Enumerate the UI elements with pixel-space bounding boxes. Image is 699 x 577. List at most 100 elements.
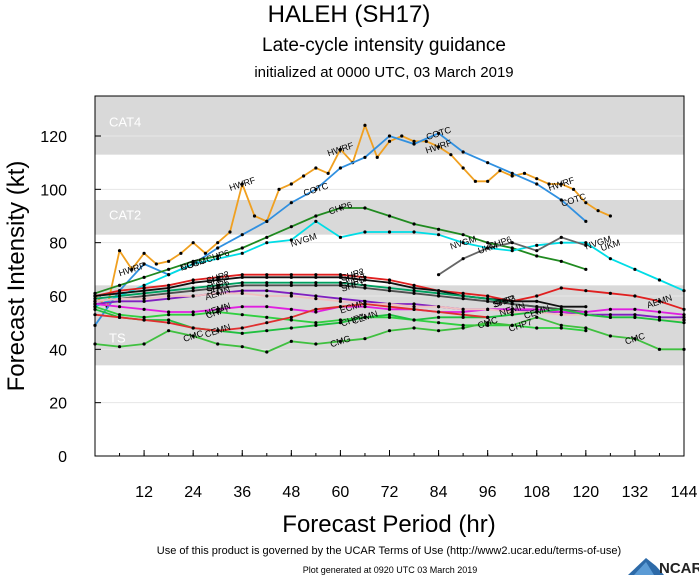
init-time: initialized at 0000 UTC, 03 March 2019: [254, 64, 513, 81]
data-point: [535, 326, 539, 330]
data-point: [510, 246, 514, 250]
data-point: [412, 139, 416, 143]
data-point: [117, 297, 122, 301]
band-label-cat2: CAT2: [109, 208, 141, 223]
data-point: [584, 310, 588, 314]
data-point: [412, 230, 416, 234]
data-point: [510, 323, 514, 327]
plot-background: [95, 96, 684, 456]
data-point: [547, 182, 551, 186]
data-point: [535, 315, 539, 319]
data-point: [559, 307, 563, 311]
y-tick-label: 100: [40, 182, 67, 199]
data-point: [142, 294, 146, 298]
data-point: [412, 326, 416, 330]
data-point: [265, 321, 269, 325]
data-point: [240, 182, 244, 186]
data-point: [486, 241, 490, 245]
data-point: [387, 139, 392, 143]
data-point: [633, 313, 637, 317]
data-point: [633, 315, 637, 319]
data-point: [216, 278, 220, 282]
data-point: [289, 294, 293, 298]
data-point: [363, 275, 367, 279]
terms-of-use: Use of this product is governed by the U…: [157, 545, 621, 557]
data-point: [216, 291, 220, 295]
x-tick-label: 132: [622, 484, 649, 501]
data-point: [265, 289, 269, 293]
data-point: [486, 299, 490, 303]
data-point: [461, 310, 465, 314]
data-point: [314, 294, 318, 298]
data-point: [436, 305, 441, 309]
data-point: [240, 291, 244, 295]
data-point: [375, 155, 379, 159]
data-point: [510, 174, 514, 178]
data-point: [584, 219, 588, 223]
data-point: [216, 246, 220, 250]
data-point: [277, 187, 281, 191]
data-point: [657, 318, 662, 322]
data-point: [289, 339, 293, 343]
data-point: [510, 302, 514, 306]
data-point: [412, 283, 416, 287]
data-point: [363, 155, 367, 159]
data-point: [535, 249, 539, 253]
x-tick-label: 108: [523, 484, 550, 501]
data-point: [265, 241, 269, 245]
x-tick-label: 84: [430, 484, 448, 501]
data-point: [363, 283, 367, 287]
x-tick-label: 24: [184, 484, 202, 501]
data-point: [338, 273, 343, 277]
data-point: [461, 166, 465, 170]
data-point: [240, 273, 244, 277]
data-point: [142, 307, 146, 311]
x-tick-label: 72: [381, 484, 399, 501]
data-point: [167, 273, 171, 277]
data-point: [608, 291, 612, 295]
data-point: [486, 315, 490, 319]
data-point: [584, 289, 588, 293]
data-point: [154, 262, 158, 266]
data-point: [142, 291, 146, 295]
data-point: [142, 318, 146, 322]
data-point: [191, 334, 195, 338]
y-axis-ticks: 0 20 40 60 80 100 120: [40, 129, 101, 466]
data-point: [191, 278, 195, 282]
data-point: [461, 294, 465, 298]
data-point: [216, 283, 220, 287]
data-point: [216, 329, 220, 333]
data-point: [535, 299, 539, 303]
data-point: [167, 294, 171, 298]
band-label-cat4: CAT4: [109, 114, 141, 129]
data-point: [657, 347, 662, 351]
data-point: [461, 323, 465, 327]
data-point: [167, 310, 171, 314]
data-point: [608, 315, 612, 319]
data-point: [559, 259, 563, 263]
data-point: [265, 281, 269, 285]
data-point: [142, 262, 146, 266]
data-point: [240, 283, 244, 287]
data-point: [338, 283, 343, 287]
data-point: [240, 233, 244, 237]
ncar-logo: NCAR: [628, 558, 699, 577]
data-point: [240, 275, 244, 279]
data-point: [436, 310, 441, 314]
data-point: [486, 161, 490, 165]
data-point: [338, 318, 343, 322]
y-tick-label: 0: [58, 449, 67, 466]
data-point: [117, 249, 122, 253]
data-point: [436, 227, 441, 231]
data-point: [167, 259, 171, 263]
data-point: [436, 329, 441, 333]
data-point: [559, 305, 563, 309]
data-point: [584, 313, 588, 317]
y-tick-label: 80: [49, 236, 67, 253]
data-point: [510, 310, 514, 314]
data-point: [510, 241, 514, 245]
data-point: [633, 267, 637, 271]
data-point: [240, 345, 244, 349]
data-point: [228, 230, 232, 234]
data-point: [461, 307, 465, 311]
